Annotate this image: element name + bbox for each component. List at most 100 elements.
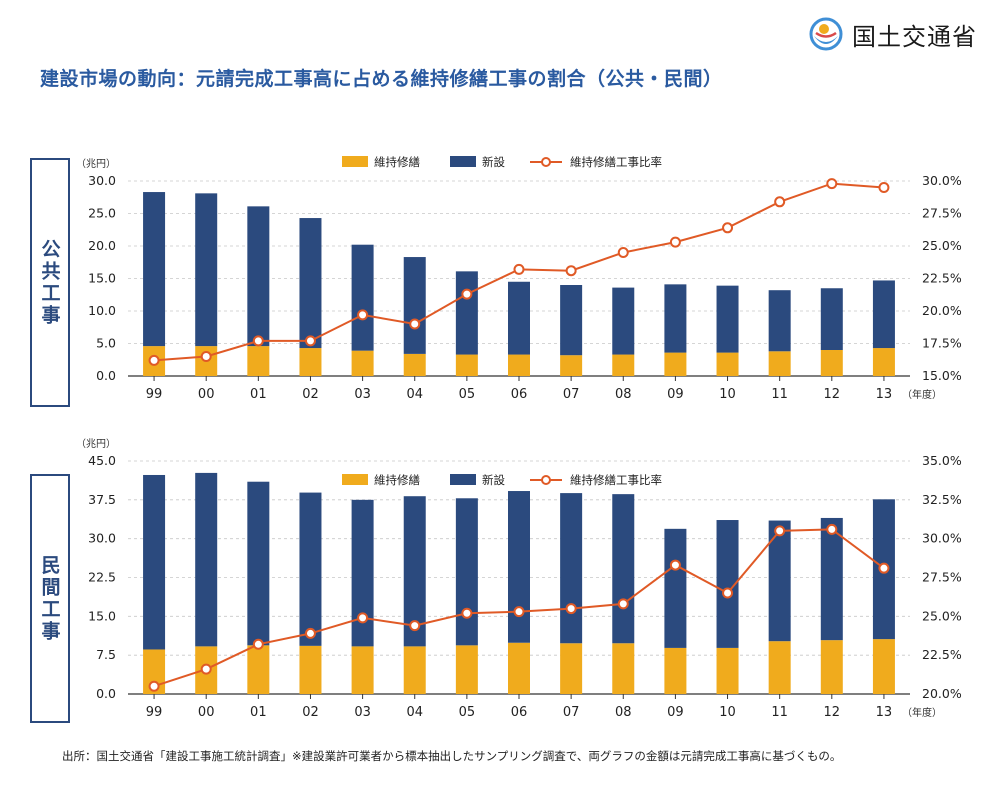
side-label-private: 民間工事 <box>38 554 61 643</box>
bar-maintenance <box>351 646 374 694</box>
ratio-point <box>826 178 838 190</box>
ratio-point <box>148 680 160 692</box>
bar-new <box>768 290 791 352</box>
y2-tick-label: 25.0% <box>922 238 962 253</box>
bar-new <box>612 494 635 644</box>
ratio-point <box>200 351 212 362</box>
source-footnote: 出所：国土交通省「建設工事施工統計調査」※建設業許可業者から標本抽出したサンプリ… <box>62 749 842 763</box>
x-tick-label: 07 <box>563 387 580 402</box>
x-tick-label: 09 <box>667 705 684 720</box>
ratio-point <box>669 559 681 571</box>
y2-tick-label: 22.5% <box>922 271 962 286</box>
y-tick-label: 10.0 <box>88 303 116 318</box>
bar-maintenance <box>299 348 322 376</box>
legend-swatch-maintenance <box>342 474 368 485</box>
bar-maintenance <box>872 639 895 694</box>
y-tick-label: 7.5 <box>96 647 116 662</box>
bar-new <box>455 271 478 355</box>
x-tick-label: 08 <box>615 387 632 402</box>
x-tick-label: 07 <box>563 705 580 720</box>
ratio-point <box>669 236 681 248</box>
y-axis-unit: （兆円） <box>76 438 116 450</box>
y-tick-label: 0.0 <box>96 686 116 701</box>
bar-new <box>247 481 270 646</box>
ratio-point <box>461 288 473 300</box>
bar-new <box>455 498 478 646</box>
bar-maintenance <box>820 350 843 376</box>
y2-tick-label: 15.0% <box>922 368 962 383</box>
x-tick-label: 13 <box>876 705 893 720</box>
y2-tick-label: 22.5% <box>922 647 962 662</box>
x-tick-label: 03 <box>354 387 371 402</box>
page-title: 建設市場の動向：元請完成工事高に占める維持修繕工事の割合（公共・民間） <box>40 68 723 90</box>
legend-label-ratio: 維持修繕工事比率 <box>570 473 662 487</box>
bar-new <box>560 493 583 644</box>
legend-label-ratio: 維持修繕工事比率 <box>570 155 662 169</box>
y2-tick-label: 32.5% <box>922 492 962 507</box>
x-tick-label: 01 <box>250 705 267 720</box>
x-tick-label: 06 <box>511 705 528 720</box>
bar-new <box>872 280 895 349</box>
ratio-point <box>878 562 890 574</box>
y2-tick-label: 30.0% <box>922 531 962 546</box>
bar-new <box>716 285 739 353</box>
y-tick-label: 22.5 <box>88 570 116 585</box>
bar-maintenance <box>716 352 739 376</box>
ministry-emblem-icon <box>809 17 843 51</box>
x-tick-label: 13 <box>876 387 893 402</box>
bar-new <box>351 244 374 351</box>
bar-maintenance <box>455 645 478 694</box>
ratio-point <box>513 606 525 618</box>
ratio-point <box>304 627 316 639</box>
y-tick-label: 37.5 <box>88 492 116 507</box>
x-tick-label: 06 <box>511 387 528 402</box>
legend-swatch-ratio-point <box>541 157 551 167</box>
ratio-point <box>200 663 212 675</box>
bar-maintenance <box>612 643 635 694</box>
y-tick-label: 30.0 <box>88 173 116 188</box>
bar-new <box>299 492 322 646</box>
bar-maintenance <box>768 351 791 376</box>
x-tick-label: 10 <box>719 705 736 720</box>
x-tick-label: 04 <box>406 705 423 720</box>
bar-maintenance <box>143 649 166 694</box>
y-tick-label: 0.0 <box>96 368 116 383</box>
bar-maintenance <box>508 354 530 376</box>
y-tick-label: 15.0 <box>88 608 116 623</box>
y-axis-unit: （兆円） <box>76 158 116 170</box>
bar-maintenance <box>716 647 739 694</box>
legend-swatch-maintenance <box>342 156 368 167</box>
ratio-point <box>148 354 160 366</box>
ratio-point <box>878 182 890 193</box>
y2-tick-label: 27.5% <box>922 206 962 221</box>
x-tick-label: 00 <box>198 705 215 720</box>
y-tick-label: 45.0 <box>88 453 116 468</box>
legend-label-new: 新設 <box>482 473 505 487</box>
ratio-point <box>617 247 629 258</box>
x-tick-label: 99 <box>146 387 163 402</box>
bar-new <box>403 496 426 647</box>
x-tick-label: 05 <box>459 705 476 720</box>
legend-swatch-new <box>450 156 476 167</box>
ratio-point <box>826 523 838 535</box>
bar-new <box>143 192 166 347</box>
bar-maintenance <box>560 355 583 376</box>
bar-new <box>820 288 843 350</box>
x-tick-label: 12 <box>824 387 841 402</box>
bar-new <box>716 520 739 648</box>
ratio-point <box>722 587 734 599</box>
bar-new <box>508 491 530 643</box>
bar-new <box>820 517 843 641</box>
x-tick-label: 00 <box>198 387 215 402</box>
bar-maintenance <box>351 350 374 376</box>
ministry-name: 国土交通省 <box>852 22 977 51</box>
ministry-logo: 国土交通省 <box>808 12 988 56</box>
ratio-point <box>304 335 316 347</box>
bar-new <box>403 257 426 354</box>
x-tick-label: 11 <box>771 705 788 720</box>
ratio-point <box>252 335 264 347</box>
ratio-point <box>617 598 629 610</box>
bar-maintenance <box>299 645 322 694</box>
bar-maintenance <box>612 354 635 376</box>
legend-swatch-ratio-point <box>541 475 551 485</box>
